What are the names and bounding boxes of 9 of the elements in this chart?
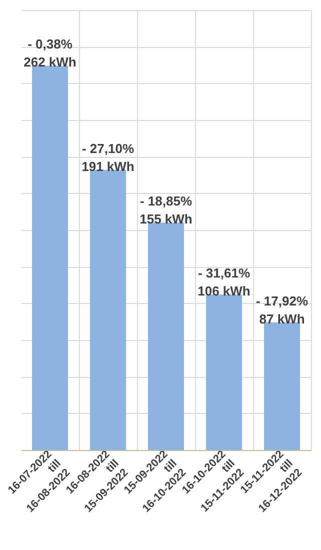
- bar: [32, 66, 68, 450]
- data-label: - 18,85% 155 kWh: [140, 194, 192, 227]
- data-label: - 17,92% 87 kWh: [256, 293, 308, 326]
- data-label: - 27,10% 191 kWh: [82, 140, 134, 174]
- bar: [90, 170, 126, 450]
- bar: [206, 294, 242, 450]
- bar: [148, 222, 184, 450]
- bar: [264, 322, 300, 450]
- data-label: - 0,38% 262 kWh: [24, 36, 76, 70]
